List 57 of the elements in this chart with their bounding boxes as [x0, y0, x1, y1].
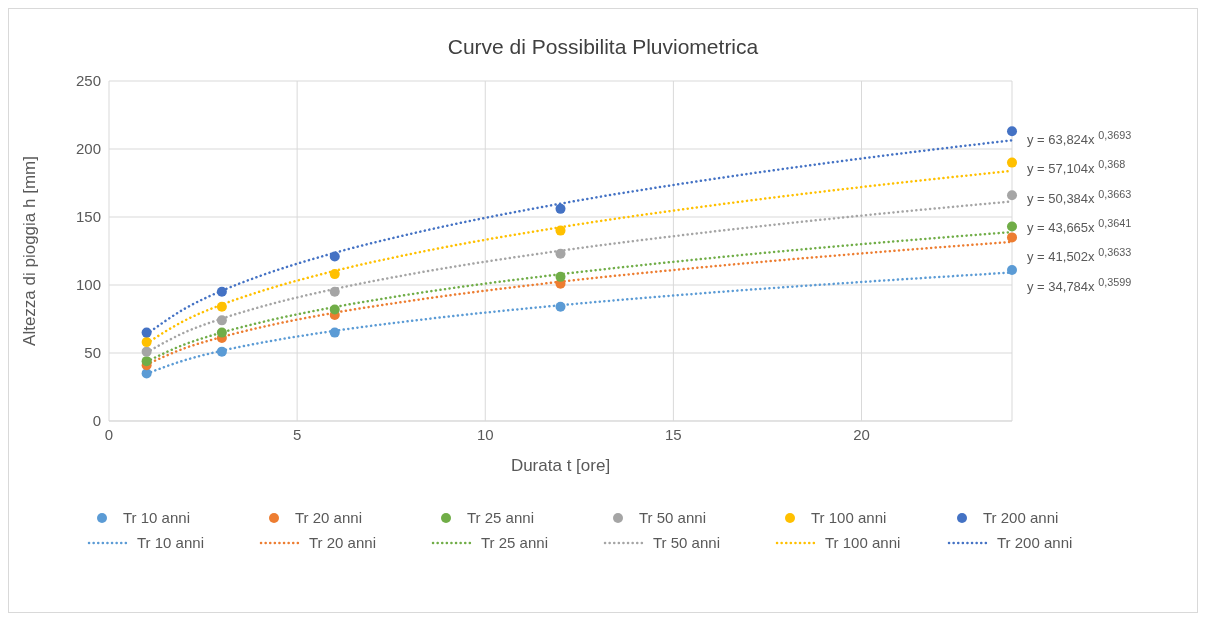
y-tick-label: 0 [92, 412, 101, 430]
point [216, 346, 227, 357]
legend-label: Tr 200 anni [983, 509, 1059, 526]
x-tick-label: 15 [665, 425, 682, 443]
point [141, 337, 152, 348]
x-tick-label: 0 [104, 425, 114, 443]
point [141, 356, 152, 367]
point [555, 271, 566, 282]
point [1007, 221, 1017, 232]
point [1007, 190, 1017, 201]
point [141, 327, 152, 338]
point [1007, 126, 1017, 137]
point [329, 269, 340, 280]
y-axis-title: Altezza di pioggia h [mm] [20, 156, 40, 346]
y-tick-label: 50 [84, 344, 101, 362]
text: y = 63,824x $^{0,3693}$ [1027, 129, 1132, 148]
point [216, 315, 227, 326]
point [329, 286, 340, 297]
legend-label: Tr 20 anni [309, 534, 376, 551]
point [329, 304, 340, 315]
x-tick-label: 10 [476, 425, 494, 443]
text: y = 43,665x $^{0,3641}$ [1027, 216, 1132, 236]
point [1007, 232, 1017, 243]
x-axis-title: Durata t [ore] [510, 456, 611, 475]
legend-label: Tr 50 anni [653, 534, 720, 551]
x-tick-label: 20 [853, 425, 870, 443]
legend-label: Tr 100 anni [825, 534, 901, 551]
text: y = 34,784x $^{0,3599}$ [1027, 275, 1132, 294]
y-tick-label: 250 [75, 72, 101, 90]
point [216, 286, 227, 297]
text: y = 50,384x $^{0,3663}$ [1027, 187, 1132, 206]
point [141, 346, 152, 357]
legend-label: Tr 25 anni [481, 534, 548, 551]
legend-label: Tr 50 anni [639, 509, 706, 526]
legend-label: Tr 20 anni [295, 509, 362, 526]
y-tick-label: 150 [75, 208, 101, 226]
legend-label: Tr 10 anni [137, 534, 204, 551]
point [555, 301, 566, 312]
text: y = 57,104x $^{0,368}$ [1027, 158, 1127, 177]
legend-label: Tr 25 anni [467, 509, 534, 526]
chart-title: Curve di Possibilita Pluviometrica [446, 34, 760, 60]
point [555, 203, 566, 214]
x-tick-label: 5 [292, 425, 302, 443]
point [1007, 265, 1017, 276]
legend-label: Tr 100 anni [811, 509, 887, 526]
point [329, 251, 340, 262]
point [555, 225, 566, 236]
point [555, 248, 566, 259]
legend-label: Tr 200 anni [997, 534, 1073, 551]
point [329, 327, 340, 338]
y-tick-label: 100 [75, 276, 101, 294]
y-tick-label: 200 [75, 140, 101, 158]
legend-label: Tr 10 anni [123, 509, 190, 526]
text: y = 41,502x $^{0,3633}$ [1027, 246, 1132, 265]
point [216, 301, 227, 312]
point [1007, 157, 1017, 168]
point [216, 327, 227, 338]
